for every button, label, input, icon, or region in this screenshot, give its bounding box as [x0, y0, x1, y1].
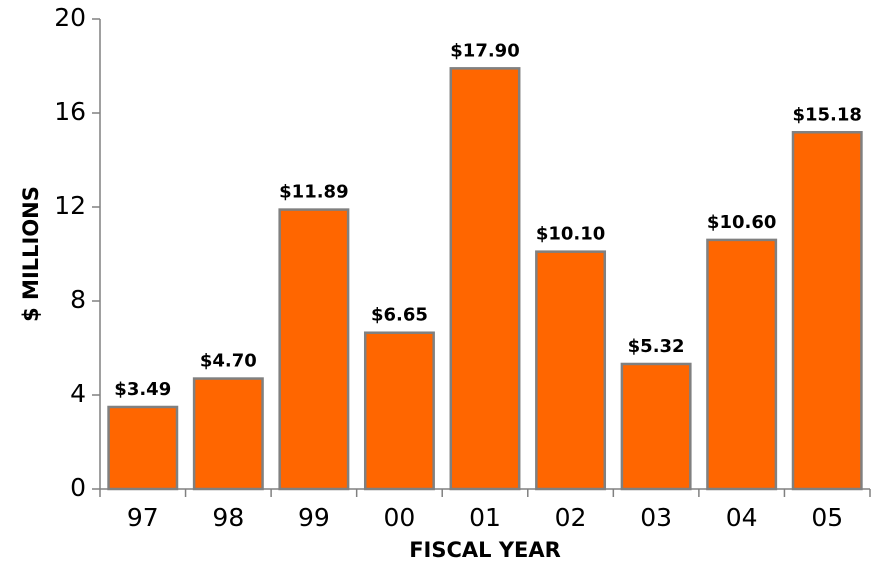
y-tick-label: 16: [54, 97, 86, 126]
bar: [107, 405, 179, 491]
x-tick-label: 98: [212, 503, 244, 532]
x-tick-label: 05: [811, 503, 843, 532]
y-tick-label: 20: [54, 3, 86, 32]
bar: [278, 208, 350, 491]
x-tick-label: 01: [469, 503, 501, 532]
bar: [791, 131, 863, 491]
y-axis-title: $ MILLIONS: [19, 186, 43, 322]
x-tick-label: 99: [298, 503, 330, 532]
bar: [192, 377, 264, 491]
value-label: $11.89: [279, 182, 348, 203]
value-label: $6.65: [371, 305, 428, 326]
y-tick-label: 8: [70, 285, 86, 314]
y-tick-label: 0: [70, 473, 86, 502]
value-label: $10.10: [536, 224, 605, 245]
value-label: $15.18: [792, 104, 861, 125]
x-tick-label: 03: [640, 503, 672, 532]
y-tick-label: 12: [54, 191, 86, 220]
bar: [706, 238, 778, 491]
bar: [449, 67, 521, 491]
x-tick-label: 04: [726, 503, 758, 532]
bar: [363, 331, 435, 491]
bar: [620, 362, 692, 491]
x-tick-label: 02: [555, 503, 587, 532]
value-label: $5.32: [628, 336, 685, 357]
value-label: $10.60: [707, 212, 776, 233]
value-label: $4.70: [200, 351, 257, 372]
x-tick-label: 00: [384, 503, 416, 532]
value-label: $17.90: [450, 40, 519, 61]
x-tick-label: 97: [127, 503, 159, 532]
y-tick-label: 4: [70, 379, 86, 408]
value-label: $3.49: [114, 379, 171, 400]
bar: [535, 250, 607, 491]
x-axis-title: FISCAL YEAR: [409, 538, 561, 562]
